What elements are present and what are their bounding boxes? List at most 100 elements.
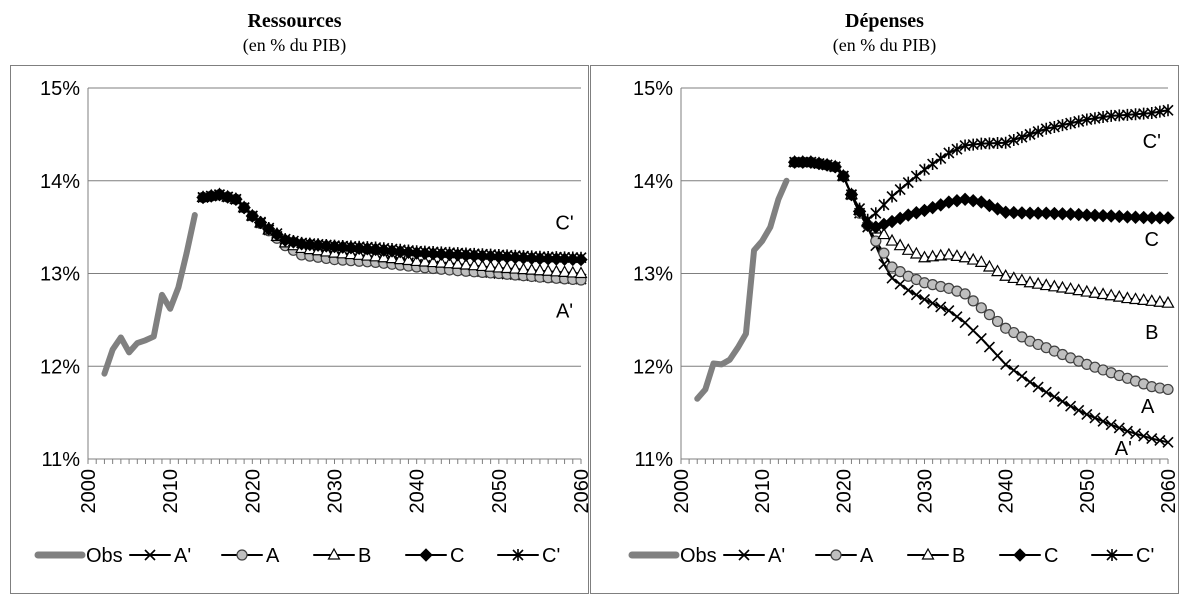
legend-marker <box>830 549 842 561</box>
point <box>459 257 473 270</box>
chart-subtitle: (en % du PIB) <box>242 35 347 55</box>
series-c <box>787 155 1175 234</box>
point <box>1032 125 1044 138</box>
point <box>829 160 841 173</box>
point <box>1008 133 1020 146</box>
series-annotation: C' <box>555 212 573 234</box>
x-tick-label: 2020 <box>242 469 264 514</box>
point <box>934 248 948 261</box>
point <box>542 250 554 263</box>
legend-marker <box>419 548 433 562</box>
point <box>492 260 506 273</box>
chart-ressources: 11% 12% 13% 14% 15% 2000 2010 2020 2030 2040 2050 2… <box>34 78 593 567</box>
point <box>862 213 874 226</box>
point <box>885 233 899 246</box>
series-line-obs <box>101 212 198 377</box>
point <box>475 259 489 272</box>
y-tick-label: 14% <box>633 171 673 193</box>
point <box>789 156 801 169</box>
series-line-obs <box>694 177 790 402</box>
point <box>950 249 964 261</box>
point <box>927 158 939 171</box>
point <box>1120 291 1134 304</box>
point <box>966 193 980 208</box>
x-tick-label: 2020 <box>833 469 855 514</box>
point <box>958 250 972 263</box>
x-tick-label: 2030 <box>915 469 937 514</box>
legend-label: A <box>266 545 280 567</box>
point <box>943 146 955 159</box>
point <box>991 315 1004 328</box>
point <box>886 190 898 203</box>
point <box>1040 386 1052 398</box>
x-tick-label: 2050 <box>489 469 511 513</box>
point <box>418 254 432 267</box>
y-tick-label: 15% <box>40 78 80 100</box>
point <box>1023 275 1037 288</box>
panel-ressources: Ressources (en % du PIB) 11% 12% 13% 14% 15%… <box>0 0 593 594</box>
point <box>287 235 299 248</box>
point <box>566 265 580 278</box>
point <box>435 246 447 259</box>
x-tick-label: 2040 <box>996 469 1018 514</box>
point <box>345 240 357 253</box>
panel-depenses: Dépenses (en % du PIB) 11% 12% 13% 14% 15% 20… <box>590 0 1179 594</box>
legend-item-a: A <box>815 545 874 567</box>
point <box>1104 288 1118 301</box>
series-annotation: A' <box>1115 438 1132 460</box>
point <box>951 143 963 156</box>
point <box>1138 430 1150 442</box>
point <box>1088 286 1102 298</box>
point <box>1064 282 1078 294</box>
point <box>279 233 291 246</box>
point <box>982 259 996 272</box>
point <box>902 176 914 189</box>
point <box>1039 278 1053 291</box>
point <box>983 341 995 353</box>
legend-item-a: A <box>221 545 280 567</box>
point <box>991 264 1005 277</box>
point <box>1112 289 1126 302</box>
point <box>966 252 980 265</box>
legend-label: C' <box>542 545 560 567</box>
point <box>558 265 572 277</box>
point <box>451 256 465 269</box>
point <box>893 238 907 251</box>
point <box>974 195 989 209</box>
series-annotation: C <box>1145 229 1159 251</box>
series-obs <box>694 177 790 402</box>
point <box>1089 412 1101 424</box>
point <box>1055 280 1069 293</box>
point <box>526 250 538 263</box>
point <box>942 247 956 260</box>
point <box>385 251 399 264</box>
legend-item-obs: Obs <box>628 545 717 567</box>
point <box>254 216 267 229</box>
point <box>1113 422 1125 434</box>
point <box>533 263 547 276</box>
legend-marker <box>327 547 341 560</box>
x-tick-label: 2010 <box>160 469 182 514</box>
point <box>999 269 1013 281</box>
point <box>1072 283 1086 296</box>
point <box>419 245 431 258</box>
point <box>534 250 546 263</box>
x-tick-label: 2000 <box>78 469 100 514</box>
point <box>476 248 488 261</box>
point <box>918 163 931 176</box>
point <box>927 297 939 309</box>
point <box>974 255 988 267</box>
legend-label: B <box>952 545 965 567</box>
y-tick-label: 14% <box>40 171 80 193</box>
legend-marker <box>1106 549 1118 561</box>
series-obs <box>101 212 198 377</box>
legend-marker <box>512 549 524 561</box>
point <box>484 259 498 272</box>
point <box>509 249 521 262</box>
point <box>935 301 947 313</box>
point <box>1162 383 1174 396</box>
point <box>271 227 283 240</box>
point <box>1097 415 1109 427</box>
series-annotation: A <box>1141 396 1155 418</box>
point <box>1056 395 1069 408</box>
